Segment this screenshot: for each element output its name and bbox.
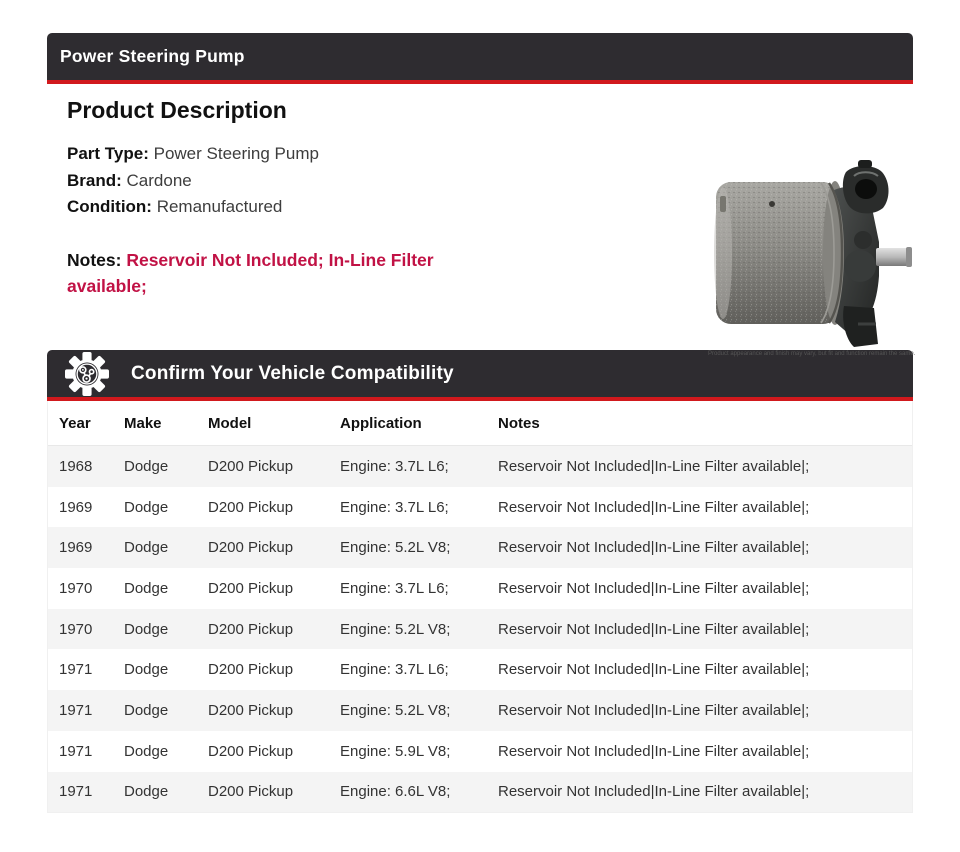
table-cell-model: D200 Pickup [208,783,294,801]
compatibility-title: Confirm Your Vehicle Compatibility [131,362,454,384]
table-cell-model: D200 Pickup [208,701,294,719]
table-cell-make: Dodge [124,498,169,516]
column-header-make: Make [124,414,162,432]
table-row: 1971 Dodge D200 Pickup Engine: 6.6L V8; Rese… [48,771,912,813]
table-cell-model: D200 Pickup [208,661,294,679]
table-cell-notes: Reservoir Not Included|In-Line Filter av… [498,783,810,801]
product-title-bar: Power Steering Pump [47,33,913,84]
table-cell-notes: Reservoir Not Included|In-Line Filter av… [498,457,810,475]
table-cell-notes: Reservoir Not Included|In-Line Filter av… [498,742,810,760]
table-cell-application: Engine: 3.7L L6; [340,457,449,475]
compatibility-header-bar: Confirm Your Vehicle Compatibility [47,350,913,401]
table-row: 1971 Dodge D200 Pickup Engine: 5.9L V8; Rese… [48,730,912,772]
table-cell-notes: Reservoir Not Included|In-Line Filter av… [498,701,810,719]
column-header-notes: Notes [498,414,540,432]
table-cell-year: 1970 [59,579,93,597]
table-cell-application: Engine: 6.6L V8; [340,783,451,801]
table-cell-notes: Reservoir Not Included|In-Line Filter av… [498,498,810,516]
table-row: 1969 Dodge D200 Pickup Engine: 3.7L L6; Rese… [48,486,912,528]
gear-engine-icon [65,351,109,396]
table-cell-year: 1969 [59,539,93,557]
table-cell-application: Engine: 5.2L V8; [340,539,451,557]
table-cell-year: 1968 [59,457,93,475]
table-cell-model: D200 Pickup [208,742,294,760]
column-header-year: Year [59,414,91,432]
table-cell-model: D200 Pickup [208,457,294,475]
field-value: Power Steering Pump [153,144,319,163]
notes-value: Reservoir Not Included; In-Line Filter a… [67,249,434,297]
table-cell-make: Dodge [124,783,169,801]
product-title: Power Steering Pump [60,46,245,66]
table-cell-year: 1970 [59,620,93,638]
field-value: Cardone [126,170,192,190]
table-row: 1971 Dodge D200 Pickup Engine: 5.2L V8; Rese… [48,690,912,731]
table-cell-year: 1971 [59,701,93,719]
table-cell-make: Dodge [124,742,169,760]
table-cell-application: Engine: 3.7L L6; [340,579,449,597]
compatibility-table: Year Make Model Application Notes 1968 Do… [47,401,913,814]
table-cell-application: Engine: 5.2L V8; [340,701,451,719]
table-cell-application: Engine: 3.7L L6; [340,498,449,516]
table-row: 1970 Dodge D200 Pickup Engine: 3.7L L6; Rese… [48,568,912,609]
table-cell-notes: Reservoir Not Included|In-Line Filter av… [498,620,810,638]
product-fields: Part Type: Power Steering Pump Brand: Ca… [67,141,913,221]
table-cell-application: Engine: 5.9L V8; [340,742,451,760]
table-cell-notes: Reservoir Not Included|In-Line Filter av… [498,579,810,597]
table-cell-model: D200 Pickup [208,539,294,557]
field-label: Brand: [67,170,122,190]
notes-label: Notes: [67,249,122,270]
table-row: 1968 Dodge D200 Pickup Engine: 3.7L L6; Rese… [48,446,912,487]
table-row: 1969 Dodge D200 Pickup Engine: 5.2L V8; Rese… [48,527,912,569]
table-cell-make: Dodge [124,701,169,719]
image-disclaimer: Product appearance and finish may vary, … [708,351,916,357]
table-body: 1968 Dodge D200 Pickup Engine: 3.7L L6; Rese… [48,446,912,813]
section-title: Product Description [67,97,287,123]
field-part-type: Part Type: Power Steering Pump [67,141,913,168]
table-cell-make: Dodge [124,620,169,638]
table-cell-make: Dodge [124,579,169,597]
table-cell-make: Dodge [124,539,169,557]
table-cell-model: D200 Pickup [208,579,294,597]
table-cell-application: Engine: 3.7L L6; [340,661,449,679]
column-header-application: Application [340,414,422,432]
field-label: Condition: [67,197,152,216]
table-cell-year: 1969 [59,498,93,516]
product-notes: Notes: Reservoir Not Included; In-Line F… [67,247,459,300]
table-cell-make: Dodge [124,457,169,475]
product-image: Product appearance and finish may vary, … [708,156,916,357]
table-cell-application: Engine: 5.2L V8; [340,620,451,638]
field-brand: Brand: Cardone [67,168,913,195]
table-header-row: Year Make Model Application Notes [48,401,912,446]
table-cell-notes: Reservoir Not Included|In-Line Filter av… [498,661,810,679]
listing-page: Power Steering Pump Product Description … [47,33,915,814]
table-cell-make: Dodge [124,661,169,679]
field-value: Remanufactured [156,197,283,216]
table-cell-year: 1971 [59,783,93,801]
column-header-model: Model [208,414,252,432]
product-description-section: Product Description Part Type: Power Ste… [47,84,915,357]
table-cell-year: 1971 [59,742,93,760]
table-cell-year: 1971 [59,661,93,679]
field-label: Part Type: [67,144,149,163]
field-condition: Condition: Remanufactured [67,194,913,221]
table-row: 1971 Dodge D200 Pickup Engine: 3.7L L6; Rese… [48,649,912,691]
table-cell-model: D200 Pickup [208,498,294,516]
table-row: 1970 Dodge D200 Pickup Engine: 5.2L V8; Rese… [48,608,912,650]
table-cell-model: D200 Pickup [208,620,294,638]
table-cell-notes: Reservoir Not Included|In-Line Filter av… [498,539,810,557]
power-steering-pump-image [714,160,912,347]
